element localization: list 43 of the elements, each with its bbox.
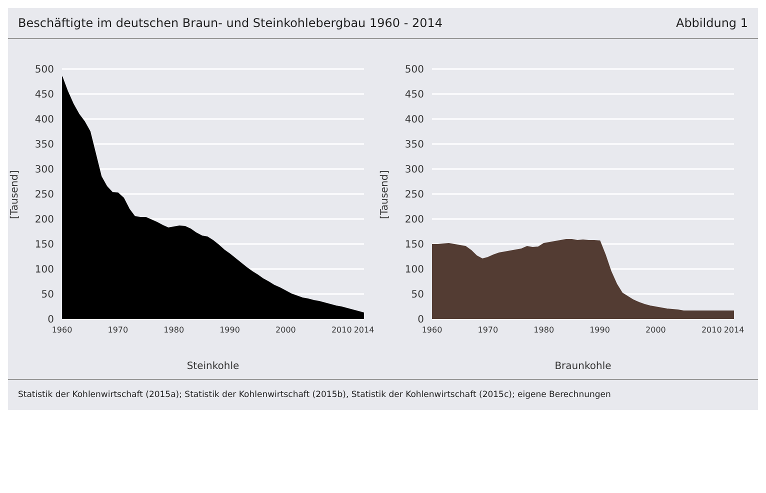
y-axis-title: [Tausend] [380,170,391,219]
y-tick-label: 250 [34,190,54,201]
x-tick-label: 2014 [354,326,374,335]
y-tick-label: 0 [418,314,424,326]
text: Statistik der Kohlenwirtschaft (2015a); Statistik der Kohlenwirtschaft (2015b), Statistik der Kohlenwirtschaft (2015c); eigene Berechnungen [18,390,612,400]
y-tick-label: 100 [34,264,54,276]
y-tick-label: 500 [404,64,424,76]
y-tick-label: 300 [404,164,424,176]
x-tick-label: 2010 [331,326,352,335]
x-tick-label: 1970 [108,326,128,335]
x-tick-label: 1960 [52,326,72,335]
y-tick-label: 450 [34,90,54,101]
y-tick-label: 400 [34,114,54,126]
y-tick-label: 350 [34,140,54,151]
y-tick-label: 50 [41,290,54,301]
x-axis-title: Braunkohle [554,361,612,372]
x-tick-label: 2010 [701,326,722,335]
x-tick-label: 1990 [220,326,240,335]
x-tick-label: 1970 [478,326,498,335]
x-tick-label: 2000 [276,326,296,335]
y-tick-label: 450 [404,90,424,101]
y-tick-label: 150 [34,240,54,251]
x-tick-label: 2014 [724,326,744,335]
y-tick-label: 50 [411,290,424,301]
x-tick-label: 1960 [422,326,442,335]
y-tick-label: 0 [48,314,54,326]
x-tick-label: 1980 [534,326,554,335]
chart-title: Beschäftigte im deutschen Braun- und Steinkohlebergbau 1960 - 2014 [18,16,443,30]
y-tick-label: 400 [404,114,424,126]
y-axis-title: [Tausend] [10,170,21,219]
y-tick-label: 200 [34,214,54,226]
y-tick-label: 500 [34,64,54,76]
x-tick-label: 2000 [646,326,666,335]
y-tick-label: 350 [404,140,424,151]
y-tick-label: 250 [404,190,424,201]
x-tick-label: 1990 [590,326,610,335]
y-tick-label: 300 [34,164,54,176]
x-axis-title: Steinkohle [186,361,240,372]
y-tick-label: 200 [404,214,424,226]
y-tick-label: 100 [404,264,424,276]
y-tick-label: 150 [404,240,424,251]
text: Abbildung 1 [676,16,748,30]
x-tick-label: 1980 [164,326,184,335]
